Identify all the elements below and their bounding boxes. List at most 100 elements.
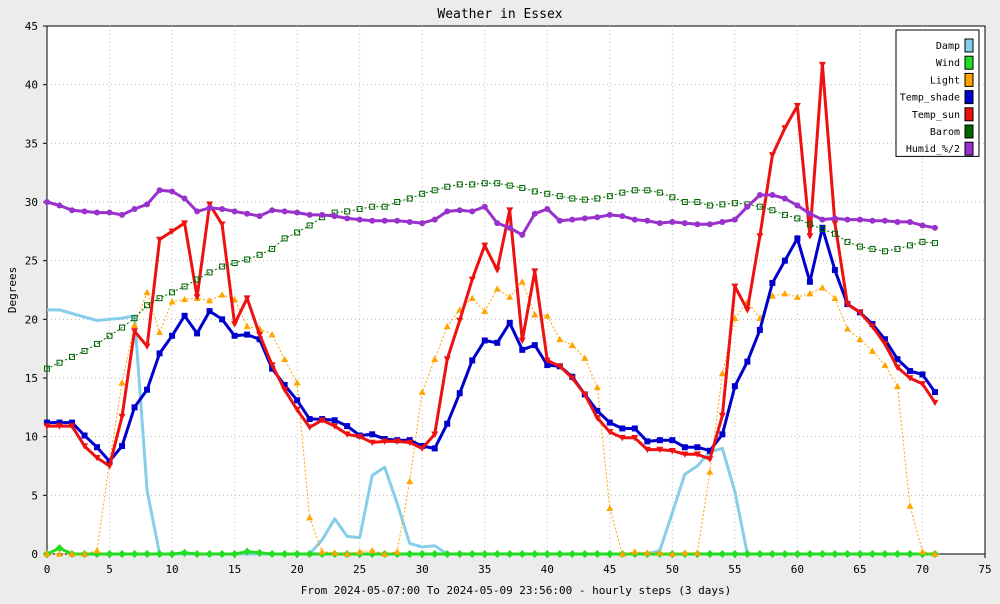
data-point-temp-sun: [181, 220, 189, 227]
data-point-wind: [130, 550, 139, 558]
data-point-temp-shade: [256, 336, 263, 343]
data-point-temp-sun: [431, 431, 439, 438]
data-point-temp-shade: [81, 432, 88, 439]
data-point-barom: [56, 359, 63, 366]
data-point-temp-sun: [706, 456, 714, 463]
data-point-barom: [756, 203, 763, 210]
data-point-barom: [469, 181, 476, 188]
data-point-temp-shade: [756, 326, 763, 333]
data-point-wind: [568, 550, 577, 558]
data-point-temp-shade: [881, 336, 888, 343]
data-point-wind: [780, 550, 789, 558]
data-point-wind: [480, 550, 489, 558]
y-tick-label: 10: [25, 431, 38, 444]
data-point-temp-sun: [281, 386, 289, 394]
data-point-wind: [280, 550, 289, 558]
data-point-light: [368, 546, 376, 554]
data-point-temp-sun: [781, 125, 789, 132]
data-point-temp-shade: [744, 358, 751, 365]
data-point-light: [431, 355, 439, 363]
data-point-temp-sun: [868, 323, 876, 330]
data-point-humid-2: [56, 202, 63, 209]
data-point-humid-2: [556, 217, 563, 224]
data-point-barom: [269, 245, 276, 252]
data-point-temp-sun: [343, 431, 351, 438]
data-point-humid-2: [619, 213, 626, 220]
data-point-temp-shade: [144, 386, 151, 393]
data-point-barom: [556, 193, 563, 200]
data-point-temp-sun: [656, 446, 664, 454]
data-point-temp-sun: [368, 439, 376, 447]
data-point-wind: [118, 550, 127, 558]
data-point-light: [631, 548, 639, 555]
data-point-humid-2: [431, 216, 438, 223]
data-point-barom: [544, 190, 551, 197]
data-point-temp-sun: [793, 102, 801, 110]
data-point-light: [181, 295, 189, 303]
data-point-temp-sun: [818, 61, 826, 69]
data-point-barom: [394, 199, 401, 205]
data-point-light: [706, 468, 714, 475]
data-point-wind: [605, 550, 614, 558]
data-point-wind: [868, 550, 877, 558]
data-point-barom: [919, 238, 926, 245]
data-point-humid-2: [919, 222, 926, 229]
x-tick-label: 40: [541, 563, 554, 576]
data-point-temp-shade: [156, 350, 163, 357]
data-point-temp-shade: [519, 346, 526, 353]
data-point-humid-2: [856, 216, 863, 223]
data-point-wind: [893, 550, 902, 558]
data-point-humid-2: [606, 211, 613, 218]
data-point-temp-sun: [93, 454, 101, 462]
y-tick-label: 25: [25, 255, 38, 268]
data-point-wind: [705, 550, 714, 558]
data-point-humid-2: [869, 217, 876, 224]
data-point-wind: [205, 550, 214, 558]
legend-label: Damp: [936, 41, 960, 52]
data-point-temp-sun: [731, 283, 739, 290]
legend-swatch: [964, 141, 974, 156]
data-point-humid-2: [69, 207, 76, 214]
data-point-humid-2: [581, 215, 588, 222]
series-barom: [44, 180, 938, 372]
data-point-light: [68, 550, 76, 557]
data-point-light: [93, 546, 101, 554]
data-point-wind: [468, 550, 477, 558]
data-point-barom: [581, 196, 588, 203]
y-tick-label: 20: [25, 313, 38, 326]
data-point-temp-shade: [69, 419, 76, 426]
data-point-light: [681, 549, 689, 556]
data-point-temp-sun: [543, 357, 551, 364]
data-point-barom: [694, 199, 701, 205]
data-point-light: [556, 335, 564, 343]
y-tick-label: 5: [31, 489, 38, 502]
data-point-humid-2: [294, 209, 301, 216]
x-tick-label: 20: [291, 563, 304, 576]
data-point-temp-shade: [544, 362, 551, 369]
data-point-light: [793, 293, 801, 300]
data-point-temp-shade: [481, 337, 488, 344]
data-point-humid-2: [331, 213, 338, 220]
data-point-temp-shade: [794, 235, 801, 242]
x-tick-label: 10: [165, 563, 178, 576]
data-point-temp-sun: [906, 375, 914, 382]
data-point-humid-2: [819, 216, 826, 223]
data-point-barom: [719, 201, 726, 208]
data-point-barom: [644, 187, 651, 194]
x-tick-label: 55: [728, 563, 741, 576]
data-point-humid-2: [456, 207, 463, 214]
data-point-humid-2: [356, 216, 363, 223]
data-point-humid-2: [156, 187, 163, 194]
data-point-light: [481, 307, 489, 314]
data-point-temp-sun: [231, 321, 239, 328]
data-point-barom: [606, 193, 613, 200]
data-point-humid-2: [444, 208, 451, 215]
data-point-light: [218, 291, 226, 298]
data-point-humid-2: [594, 214, 601, 221]
data-point-temp-sun: [618, 435, 626, 442]
data-point-wind: [580, 550, 589, 558]
data-point-temp-shade: [431, 445, 438, 452]
x-tick-label: 15: [228, 563, 241, 576]
data-point-temp-sun: [193, 294, 201, 301]
